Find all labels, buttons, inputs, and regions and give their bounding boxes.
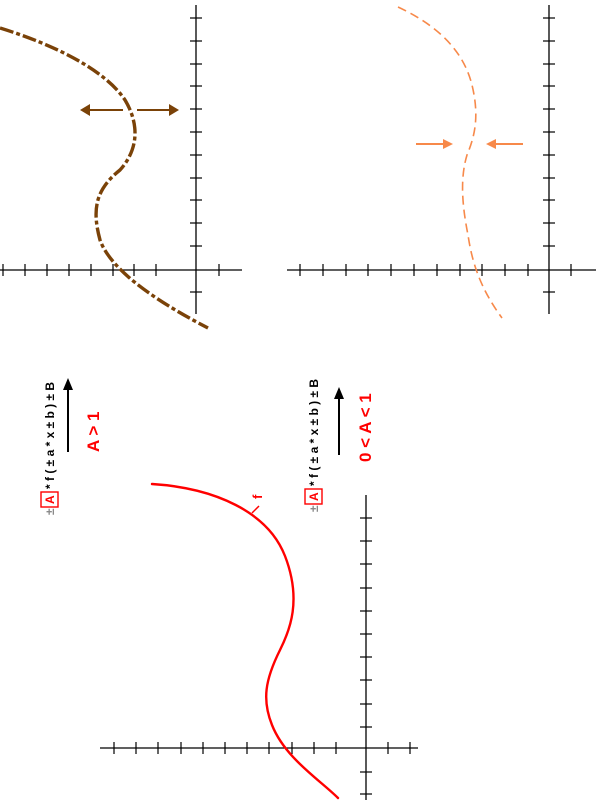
curve-label-leader (251, 505, 260, 514)
arrow-right-icon-2 (334, 387, 344, 455)
formula-sign: ± (43, 508, 57, 515)
original-graph: f (100, 482, 418, 800)
compress-condition: 0 < A < 1 (356, 393, 375, 462)
original-axis-ticks (113, 517, 411, 795)
formula-rest-2: * f ( ± a * x ± b ) ± B (307, 379, 321, 486)
a-highlight-box-2 (304, 488, 323, 505)
curve-label: f (250, 494, 265, 499)
stretch-condition: A > 1 (84, 412, 103, 452)
double-inward-arrows-icon (416, 139, 523, 149)
stretch-curve (0, 26, 209, 330)
compress-graph (287, 5, 596, 319)
double-outward-arrows-icon (80, 104, 179, 116)
arrow-right-icon (63, 378, 73, 452)
stretch-axis-ticks (2, 17, 220, 293)
stretch-graph (0, 5, 242, 330)
a-highlight-box (40, 491, 59, 508)
original-curve (150, 482, 340, 800)
formula-sign-2: ± (307, 505, 321, 512)
formula-a-highlight-2: A (307, 492, 321, 501)
compress-formula: ± A * f ( ± a * x ± b ) ± B (304, 379, 323, 512)
compress-axis-ticks (299, 17, 572, 293)
formula-a-highlight: A (43, 495, 57, 504)
compress-curve (397, 6, 503, 319)
stretch-formula: ± A * f ( ± a * x ± b ) ± B (40, 382, 59, 515)
formula-rest: * f ( ± a * x ± b ) ± B (43, 382, 57, 489)
